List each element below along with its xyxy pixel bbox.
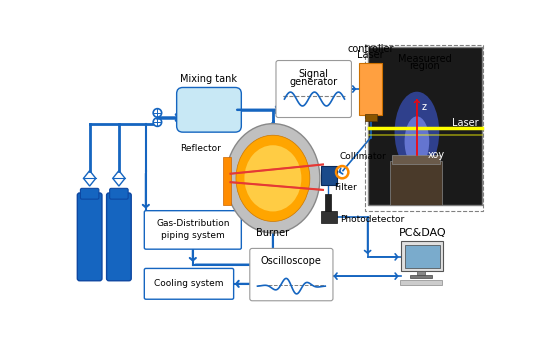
Text: Signal: Signal [299,69,329,79]
Bar [404,245,440,268]
FancyBboxPatch shape [144,268,234,299]
Bar [364,114,377,121]
Text: Burner: Burner [256,228,289,238]
Text: region: region [409,61,440,71]
Bar [321,211,337,223]
Text: xoy: xoy [428,150,445,160]
Text: piping system: piping system [161,231,225,240]
Bar [321,166,337,184]
Text: PC&DAQ: PC&DAQ [399,228,447,238]
Bar [410,275,431,278]
Bar [368,47,482,205]
Text: Mixing tank: Mixing tank [180,74,238,84]
Text: Photodetector: Photodetector [340,215,404,224]
Ellipse shape [236,135,310,222]
FancyBboxPatch shape [80,189,99,199]
Bar [402,241,443,271]
Bar [325,194,330,211]
Bar [390,161,442,205]
Text: Cooling system: Cooling system [154,279,224,288]
FancyBboxPatch shape [144,211,241,249]
Text: Air: Air [82,286,98,296]
Text: Laser: Laser [453,118,479,128]
Bar [223,157,231,205]
FancyBboxPatch shape [276,61,352,118]
FancyBboxPatch shape [110,189,128,199]
FancyBboxPatch shape [177,87,241,132]
FancyBboxPatch shape [106,193,131,281]
Bar [400,280,442,286]
Text: Filter: Filter [334,183,356,192]
Ellipse shape [395,92,439,173]
Text: Measuered: Measuered [398,54,451,64]
Bar [359,63,382,115]
Text: generator: generator [289,77,338,87]
Text: z: z [422,102,427,112]
Text: Laser: Laser [357,50,384,60]
FancyBboxPatch shape [77,193,102,281]
Text: Gas-Distribution: Gas-Distribution [156,219,230,228]
Bar [365,45,483,211]
Ellipse shape [245,145,301,212]
FancyBboxPatch shape [250,248,333,301]
Bar [417,271,424,275]
Text: Oscilloscope: Oscilloscope [261,256,322,266]
Text: Collimator: Collimator [340,152,387,161]
Text: Reflector: Reflector [180,144,220,153]
Text: controller: controller [347,44,394,54]
Bar [392,155,440,164]
Text: CH₄: CH₄ [109,286,129,296]
Ellipse shape [404,116,429,166]
Ellipse shape [226,124,320,233]
